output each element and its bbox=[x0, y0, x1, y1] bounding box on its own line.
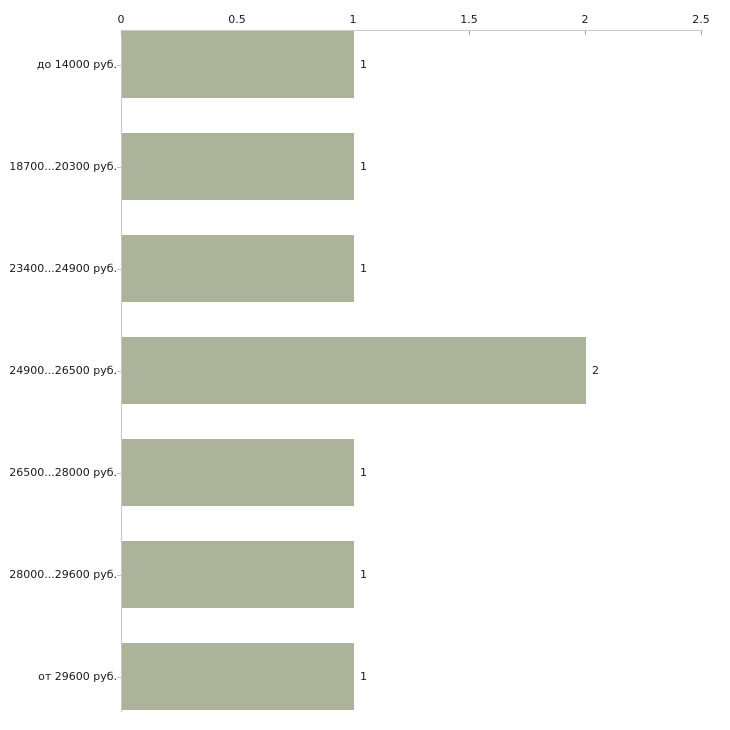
x-tick-label: 0 bbox=[117, 13, 125, 26]
bar bbox=[122, 439, 354, 506]
bar-value-label: 1 bbox=[360, 159, 367, 173]
x-tick-label: 2 bbox=[581, 13, 589, 26]
y-axis-line bbox=[121, 30, 122, 712]
category-label: 18700...20300 руб. bbox=[9, 159, 117, 173]
x-tick-mark bbox=[121, 31, 122, 35]
bar-value-label: 1 bbox=[360, 261, 367, 275]
x-axis-line bbox=[121, 30, 703, 31]
bar-value-label: 2 bbox=[592, 363, 599, 377]
category-label: 23400...24900 руб. bbox=[9, 261, 117, 275]
bar bbox=[122, 31, 354, 98]
bar bbox=[122, 541, 354, 608]
bar-value-label: 1 bbox=[360, 57, 367, 71]
category-tick-mark bbox=[117, 371, 121, 372]
category-tick-mark bbox=[117, 167, 121, 168]
x-tick-label: 2.5 bbox=[692, 13, 710, 26]
category-label: 28000...29600 руб. bbox=[9, 567, 117, 581]
category-label: до 14000 руб. bbox=[36, 57, 117, 71]
bar-value-label: 1 bbox=[360, 465, 367, 479]
category-tick-mark bbox=[117, 269, 121, 270]
category-tick-mark bbox=[117, 65, 121, 66]
x-tick-mark bbox=[701, 31, 702, 35]
x-tick-label: 1.5 bbox=[460, 13, 478, 26]
x-tick-mark bbox=[585, 31, 586, 35]
x-tick-label: 1 bbox=[349, 13, 357, 26]
bar-value-label: 1 bbox=[360, 567, 367, 581]
bar bbox=[122, 337, 586, 404]
category-label: 24900...26500 руб. bbox=[9, 363, 117, 377]
x-tick-label: 0.5 bbox=[228, 13, 246, 26]
category-label: от 29600 руб. bbox=[38, 669, 117, 683]
bar-value-label: 1 bbox=[360, 669, 367, 683]
category-tick-mark bbox=[117, 575, 121, 576]
category-tick-mark bbox=[117, 473, 121, 474]
bar bbox=[122, 235, 354, 302]
bar bbox=[122, 133, 354, 200]
bar bbox=[122, 643, 354, 710]
category-tick-mark bbox=[117, 677, 121, 678]
category-label: 26500...28000 руб. bbox=[9, 465, 117, 479]
x-tick-mark bbox=[469, 31, 470, 35]
